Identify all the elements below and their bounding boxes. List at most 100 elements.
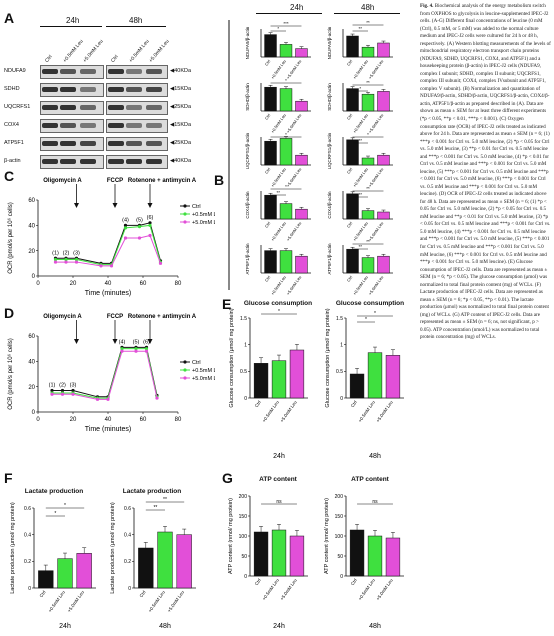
stage-label: (2) <box>59 382 66 388</box>
x-tick-label: +5.0mM Leu <box>279 399 298 423</box>
x-tick-label: Ctrl <box>346 59 354 67</box>
x-tick-label: 20 <box>70 417 77 423</box>
x-tick-label: +5.0mM Leu <box>279 577 298 601</box>
y-axis-label: ATP5F1/β-actin <box>245 243 250 275</box>
bar-chart: 0 0.5 1 1.5 Ctrl +0.5mM Leu +5.0mM Leu Glucose … <box>325 308 404 423</box>
bar <box>279 88 293 112</box>
blot-band <box>80 105 96 110</box>
y-tick-label: 0.4 <box>124 532 131 538</box>
caption-text: Biochemical analysis of the energy metab… <box>420 3 551 341</box>
bar <box>377 42 390 58</box>
blot-band <box>146 87 162 92</box>
x-tick-label: 80 <box>175 417 182 423</box>
y-tick-label: 200 <box>335 494 344 500</box>
blot-kda-label: ◀25KDa <box>170 140 192 146</box>
y-axis-label: COX4/β-actin <box>245 191 250 219</box>
significance-mark: *** <box>283 21 289 26</box>
bar <box>346 139 359 166</box>
blot-band <box>80 69 96 74</box>
y-axis-label: NDUFA9/β-actin <box>245 26 250 59</box>
y-axis-label: SDHD/β-actin <box>327 83 332 111</box>
bar <box>279 44 293 58</box>
y-tick-label: 0.5 <box>336 369 343 375</box>
blot-header-24h: 24h <box>66 16 80 25</box>
x-tick-label: +5.0mM Leu <box>285 59 302 80</box>
bar <box>377 211 390 220</box>
legend-label: +0.5mM Leu <box>192 368 215 374</box>
data-point <box>64 260 68 264</box>
x-tick-label: +5.0mM Leu <box>367 275 384 295</box>
blot-band <box>42 141 58 146</box>
legend-label: +0.5mM Leu <box>192 212 215 218</box>
stage-label: (4) <box>119 339 126 345</box>
injection-label: FCCP <box>107 314 123 320</box>
significance-mark: ** <box>366 20 370 25</box>
x-tick-label: Ctrl <box>346 221 354 229</box>
data-point <box>71 392 75 396</box>
x-axis-label: Time (minutes) <box>85 426 131 433</box>
y-tick-label: 60 <box>28 198 35 204</box>
timepoint-label: 24h <box>273 453 285 460</box>
x-tick-label: +0.5mM Leu <box>261 399 280 423</box>
blot-kda-label: ◀40KDa <box>170 158 192 164</box>
data-point <box>95 397 100 401</box>
bar-chart: Ctrl+0.5mM Leu+5.0mM Leu ATP5F1/β-actin **… <box>327 239 393 295</box>
x-tick-label: +0.5mM Leu <box>270 59 287 80</box>
significance-mark: ** <box>359 244 363 249</box>
bar <box>289 349 305 399</box>
data-point <box>120 349 124 353</box>
x-tick-label: Ctrl <box>264 59 272 67</box>
blot-lane-label: +5.0mM Leu <box>82 38 105 64</box>
blot-band <box>126 141 142 146</box>
x-tick-label: +5.0mM Leu <box>285 275 302 295</box>
injection-label: Rotenone + antimycin A <box>128 314 197 320</box>
blot-bracket-48h <box>106 26 166 27</box>
y-axis-label: NDUFA9/β-actin <box>327 26 332 59</box>
atp-title-24h: ATP content <box>259 476 297 483</box>
blot-band <box>60 141 76 146</box>
data-point <box>74 257 79 262</box>
y-axis-label: Lactate production (μmol/ mg protein) <box>110 502 116 594</box>
bar <box>385 355 401 399</box>
blot-band <box>108 141 124 146</box>
significance-mark: ** <box>163 497 167 503</box>
x-tick-label: +0.5mM Leu <box>147 589 166 613</box>
data-point <box>50 392 54 396</box>
bar <box>377 255 390 274</box>
bar <box>295 154 308 166</box>
bar <box>295 208 308 220</box>
x-tick-label: +0.5mM Leu <box>352 59 369 80</box>
bar <box>138 547 154 589</box>
legend-marker <box>183 368 187 372</box>
bar <box>289 535 305 577</box>
bar <box>367 535 383 577</box>
x-tick-label: Ctrl <box>264 113 272 121</box>
x-tick-label: Ctrl <box>139 590 147 599</box>
panel-label-d: D <box>4 305 15 321</box>
panel-label-c: C <box>4 168 15 184</box>
data-point <box>148 221 152 225</box>
x-tick-label: Ctrl <box>254 578 262 587</box>
bar <box>253 531 269 577</box>
y-axis-label: ATP content (nmol/ mg protein) <box>324 498 330 574</box>
y-axis-label: SDHD/β-actin <box>245 83 250 111</box>
bar <box>279 203 293 220</box>
y-tick-label: 150 <box>239 514 248 520</box>
legend-marker <box>183 220 187 224</box>
stage-label: (5) <box>133 339 140 345</box>
bar <box>176 534 192 589</box>
x-tick-label: +0.5mM Leu <box>270 275 287 295</box>
blot-bracket-24h <box>40 26 102 27</box>
y-tick-label: 200 <box>239 494 248 500</box>
significance-mark: ** <box>359 138 363 143</box>
y-tick-label: 20 <box>28 249 35 255</box>
legend-marker <box>183 376 187 380</box>
bar <box>279 250 293 274</box>
significance-mark: * <box>285 132 287 137</box>
data-point <box>158 261 163 265</box>
significance-mark: * <box>359 86 361 91</box>
y-axis-label: ATP content (nmol/ mg protein) <box>228 498 234 574</box>
blot-band <box>126 69 142 74</box>
blot-kda-label: ◀15KDa <box>170 122 192 128</box>
